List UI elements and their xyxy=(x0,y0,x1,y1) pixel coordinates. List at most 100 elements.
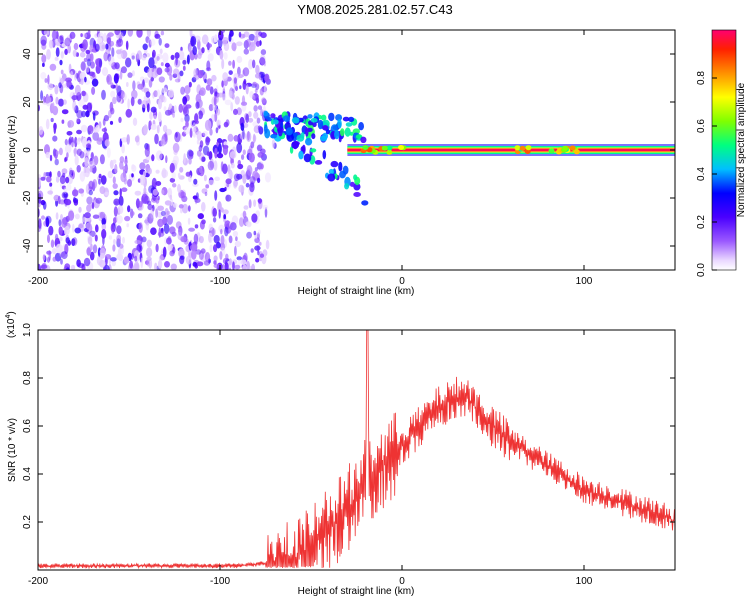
heatmap-noise-cell xyxy=(191,77,197,83)
heatmap-noise-cell xyxy=(137,213,143,219)
heatmap-noise-cell xyxy=(125,57,132,68)
heatmap-noise-cell xyxy=(249,176,256,185)
heatmap-noise-cell xyxy=(164,62,170,68)
heatmap-noise-cell xyxy=(76,165,81,173)
heatmap-transition-cell xyxy=(344,127,351,137)
heatmap-noise-cell xyxy=(220,228,223,235)
heatmap-noise-cell xyxy=(214,176,220,181)
heatmap-noise-cell xyxy=(91,86,96,95)
heatmap-noise-cell xyxy=(78,224,84,229)
heatmap-noise-cell xyxy=(216,141,219,147)
heatmap-noise-cell xyxy=(185,255,192,265)
heatmap-noise-cell xyxy=(101,224,106,229)
heatmap-noise-cell xyxy=(64,48,68,56)
heatmap-transition-cell xyxy=(286,127,293,136)
heatmap-noise-cell xyxy=(230,102,234,112)
heatmap-transition-cell xyxy=(338,161,343,172)
heatmap-noise-cell xyxy=(169,194,173,200)
colorbar-tick-label: 0.8 xyxy=(696,71,707,85)
heatmap-transition-cell xyxy=(342,116,350,122)
heatmap-noise-cell xyxy=(205,137,211,143)
heatmap-noise-cell xyxy=(238,184,245,193)
heatmap-noise-cell xyxy=(228,60,232,66)
heatmap-noise-cell xyxy=(242,149,246,155)
heatmap-noise-cell xyxy=(220,235,225,246)
heatmap-noise-cell xyxy=(43,30,50,36)
heatmap-noise-cell xyxy=(95,124,100,133)
heatmap-noise-cell xyxy=(84,212,91,219)
heatmap-noise-cell xyxy=(129,260,134,269)
heatmap-noise-cell xyxy=(82,104,89,110)
heatmap-noise-cell xyxy=(158,255,164,262)
heatmap-noise-cell xyxy=(204,191,208,197)
heatmap-noise-cell xyxy=(187,42,192,53)
heatmap-noise-cell xyxy=(156,89,161,98)
heatmap-transition-cell xyxy=(282,115,291,122)
heatmap-transition-cell xyxy=(312,122,317,128)
heatmap-noise-cell xyxy=(262,204,269,210)
heatmap-noise-cell xyxy=(215,241,221,249)
heatmap-noise-cell xyxy=(168,103,173,109)
heatmap-noise-cell xyxy=(121,137,128,143)
heatmap-noise-cell xyxy=(122,165,129,172)
heatmap-noise-cell xyxy=(256,144,263,152)
heatmap-noise-cell xyxy=(74,155,79,166)
snr-x-tick-label: 100 xyxy=(576,576,593,587)
heatmap-band-layer xyxy=(263,110,675,206)
heatmap-noise-cell xyxy=(143,186,147,195)
heatmap-noise-cell xyxy=(99,58,103,68)
heatmap-noise-cell xyxy=(67,120,75,128)
heatmap-noise-cell xyxy=(40,72,47,80)
heatmap-noise-cell xyxy=(198,145,203,152)
heatmap-noise-cell xyxy=(117,205,124,215)
heatmap-noise-cell xyxy=(83,172,90,177)
heatmap-noise-cell xyxy=(104,191,110,196)
heatmap-noise-cell xyxy=(177,73,181,83)
heatmap-noise-cell xyxy=(178,103,184,113)
heatmap-noise-cell xyxy=(58,219,62,227)
heatmap-noise-cell xyxy=(136,50,143,61)
heatmap-noise-cell xyxy=(134,190,142,196)
heatmap-noise-cell xyxy=(149,111,153,121)
heatmap-transition-cell xyxy=(353,182,361,191)
heatmap-noise-cell xyxy=(137,83,144,90)
heatmap-noise-cell xyxy=(197,213,204,220)
snr-x-tick-label: -200 xyxy=(28,576,48,587)
heatmap-noise-cell xyxy=(131,253,134,260)
snr-y-label: SNR (10 * v/v) xyxy=(7,418,18,482)
snr-scale-exponent: 4 xyxy=(5,315,12,319)
heatmap-x-tick-label: -200 xyxy=(28,276,48,287)
heatmap-noise-cell xyxy=(143,77,149,83)
heatmap-noise-cell xyxy=(204,252,211,263)
heatmap-noise-cell xyxy=(113,217,117,224)
heatmap-noise-cell xyxy=(215,127,219,134)
heatmap-noise-cell xyxy=(248,152,255,163)
heatmap-noise-cell xyxy=(236,55,243,64)
heatmap-noise-cell xyxy=(237,66,241,77)
heatmap-noise-cell xyxy=(243,78,247,85)
heatmap-noise-cell xyxy=(178,248,185,258)
heatmap-noise-cell xyxy=(58,98,64,107)
heatmap-y-ticks: -40 -20 0 20 40 xyxy=(22,48,675,253)
heatmap-noise-cell xyxy=(103,114,109,122)
heatmap-noise-cell xyxy=(182,59,187,65)
heatmap-noise-cell xyxy=(68,210,75,221)
heatmap-noise-cell xyxy=(126,134,130,145)
heatmap-noise-cell xyxy=(111,228,115,234)
heatmap-noise-cell xyxy=(255,257,260,263)
heatmap-noise-cell xyxy=(69,31,76,39)
heatmap-noise-cell xyxy=(65,237,70,244)
heatmap-noise-cell xyxy=(149,38,156,47)
heatmap-noise-cell xyxy=(109,120,114,125)
heatmap-noise-cell xyxy=(180,207,183,214)
heatmap-noise-cell xyxy=(78,99,85,107)
heatmap-noise-cell xyxy=(242,264,248,270)
heatmap-noise-cell xyxy=(245,84,249,95)
heatmap-noise-cell xyxy=(154,33,161,39)
heatmap-noise-cell xyxy=(100,252,105,259)
heatmap-noise-cell xyxy=(104,139,110,147)
heatmap-noise-cell xyxy=(158,98,162,110)
heatmap-noise-cell xyxy=(156,211,163,218)
heatmap-noise-cell xyxy=(94,234,98,242)
heatmap-noise-cell xyxy=(139,174,146,186)
